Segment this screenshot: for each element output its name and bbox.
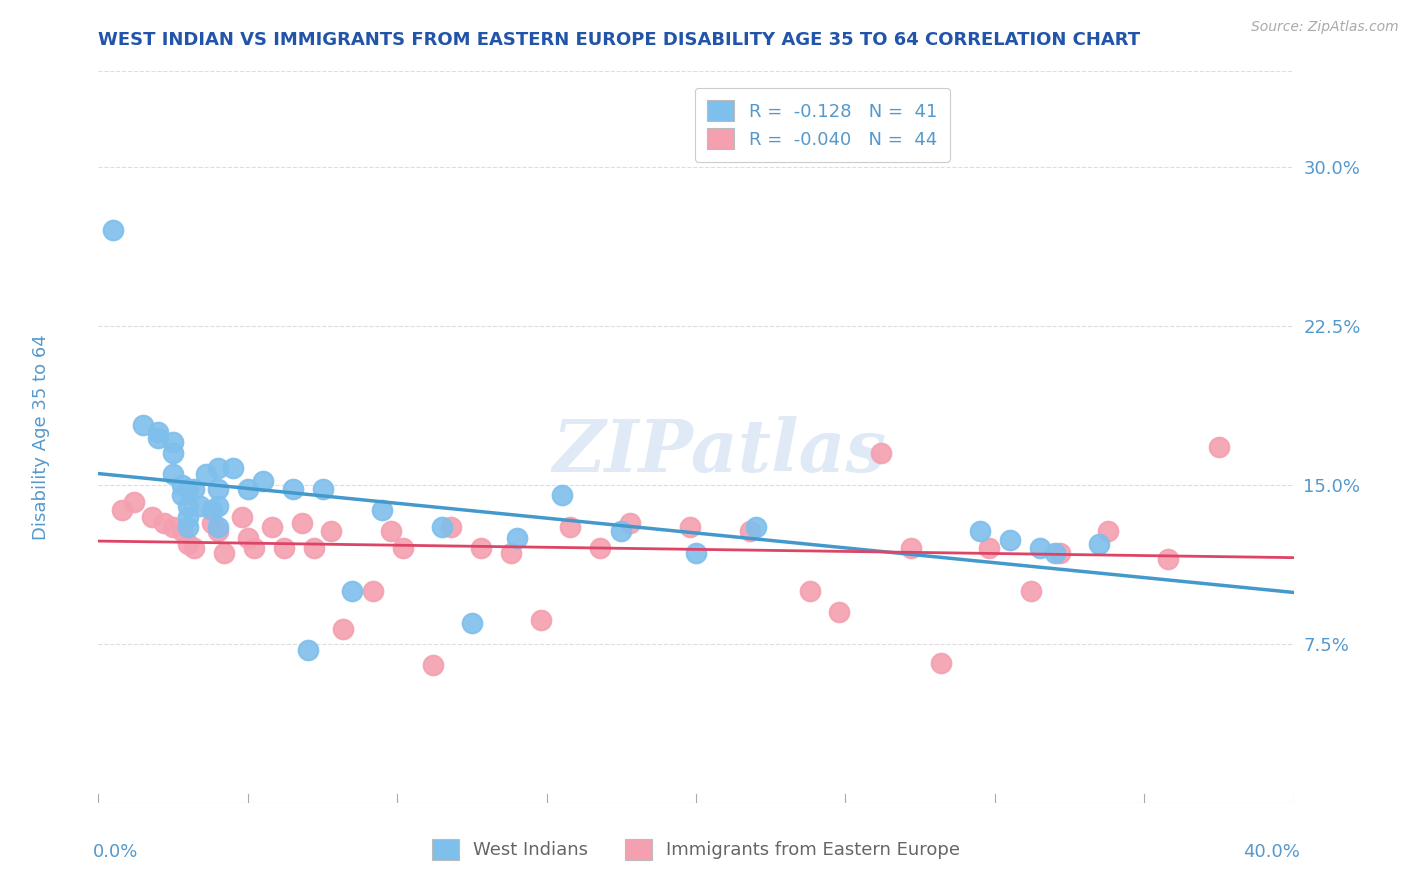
Point (1028, 541, 1050, 556)
Point (302, 541, 325, 556)
Point (685, 546, 707, 560)
Point (870, 446, 893, 460)
Point (177, 482, 200, 496)
Point (177, 499, 200, 513)
Point (998, 533, 1021, 547)
Legend: West Indians, Immigrants from Eastern Europe: West Indians, Immigrants from Eastern Eu… (425, 831, 967, 867)
Text: 40.0%: 40.0% (1243, 843, 1299, 861)
Point (195, 467, 218, 482)
Point (103, 223, 125, 237)
Point (141, 509, 163, 524)
Point (977, 541, 1000, 556)
Point (162, 467, 184, 482)
Point (929, 656, 952, 670)
Point (162, 446, 184, 460)
Point (162, 435, 184, 450)
Point (499, 546, 522, 560)
Point (311, 482, 333, 496)
Point (132, 418, 155, 433)
Point (1019, 583, 1042, 598)
Point (610, 524, 633, 539)
Text: WEST INDIAN VS IMMIGRANTS FROM EASTERN EUROPE DISABILITY AGE 35 TO 64 CORRELATIO: WEST INDIAN VS IMMIGRANTS FROM EASTERN E… (98, 31, 1140, 49)
Text: Disability Age 35 to 64: Disability Age 35 to 64 (32, 334, 51, 540)
Point (260, 520, 283, 534)
Point (177, 520, 200, 534)
Text: ZIPatlas: ZIPatlas (553, 417, 887, 487)
Point (188, 499, 211, 513)
Point (297, 643, 319, 657)
Point (207, 460, 229, 475)
Point (236, 531, 259, 545)
Point (828, 605, 851, 619)
Point (207, 482, 229, 496)
Point (529, 614, 551, 628)
Text: Source: ZipAtlas.com: Source: ZipAtlas.com (1251, 20, 1399, 34)
Point (430, 520, 453, 534)
Point (243, 541, 266, 556)
Point (1157, 552, 1180, 566)
Point (201, 503, 224, 517)
Point (183, 482, 205, 496)
Point (1088, 537, 1111, 551)
Point (900, 541, 922, 556)
Point (461, 615, 484, 630)
Point (148, 425, 170, 439)
Point (1043, 546, 1066, 560)
Point (799, 583, 821, 598)
Point (124, 494, 146, 508)
Point (550, 488, 572, 502)
Point (183, 541, 205, 556)
Point (1208, 440, 1230, 454)
Point (745, 520, 768, 534)
Point (281, 482, 304, 496)
Point (252, 474, 274, 488)
Point (172, 488, 194, 502)
Point (273, 541, 295, 556)
Point (212, 546, 235, 560)
Point (560, 520, 582, 534)
Point (177, 537, 200, 551)
Point (231, 509, 253, 524)
Point (969, 524, 991, 539)
Point (162, 520, 184, 534)
Point (342, 583, 364, 598)
Point (619, 516, 641, 530)
Point (470, 541, 492, 556)
Point (222, 460, 245, 475)
Point (506, 531, 529, 545)
Point (177, 509, 200, 524)
Point (207, 520, 229, 534)
Point (332, 622, 354, 636)
Point (148, 431, 170, 445)
Point (679, 520, 702, 534)
Point (236, 482, 259, 496)
Point (207, 499, 229, 513)
Point (201, 516, 224, 530)
Point (153, 516, 176, 530)
Point (111, 503, 134, 517)
Point (172, 524, 194, 539)
Point (422, 658, 444, 673)
Point (440, 520, 463, 534)
Point (1049, 546, 1071, 560)
Point (380, 524, 402, 539)
Text: 0.0%: 0.0% (93, 843, 138, 861)
Point (321, 524, 343, 539)
Point (738, 524, 761, 539)
Point (392, 541, 415, 556)
Point (291, 516, 314, 530)
Point (172, 477, 194, 491)
Point (207, 524, 229, 539)
Point (1097, 524, 1119, 539)
Point (363, 583, 385, 598)
Point (371, 503, 394, 517)
Point (589, 541, 612, 556)
